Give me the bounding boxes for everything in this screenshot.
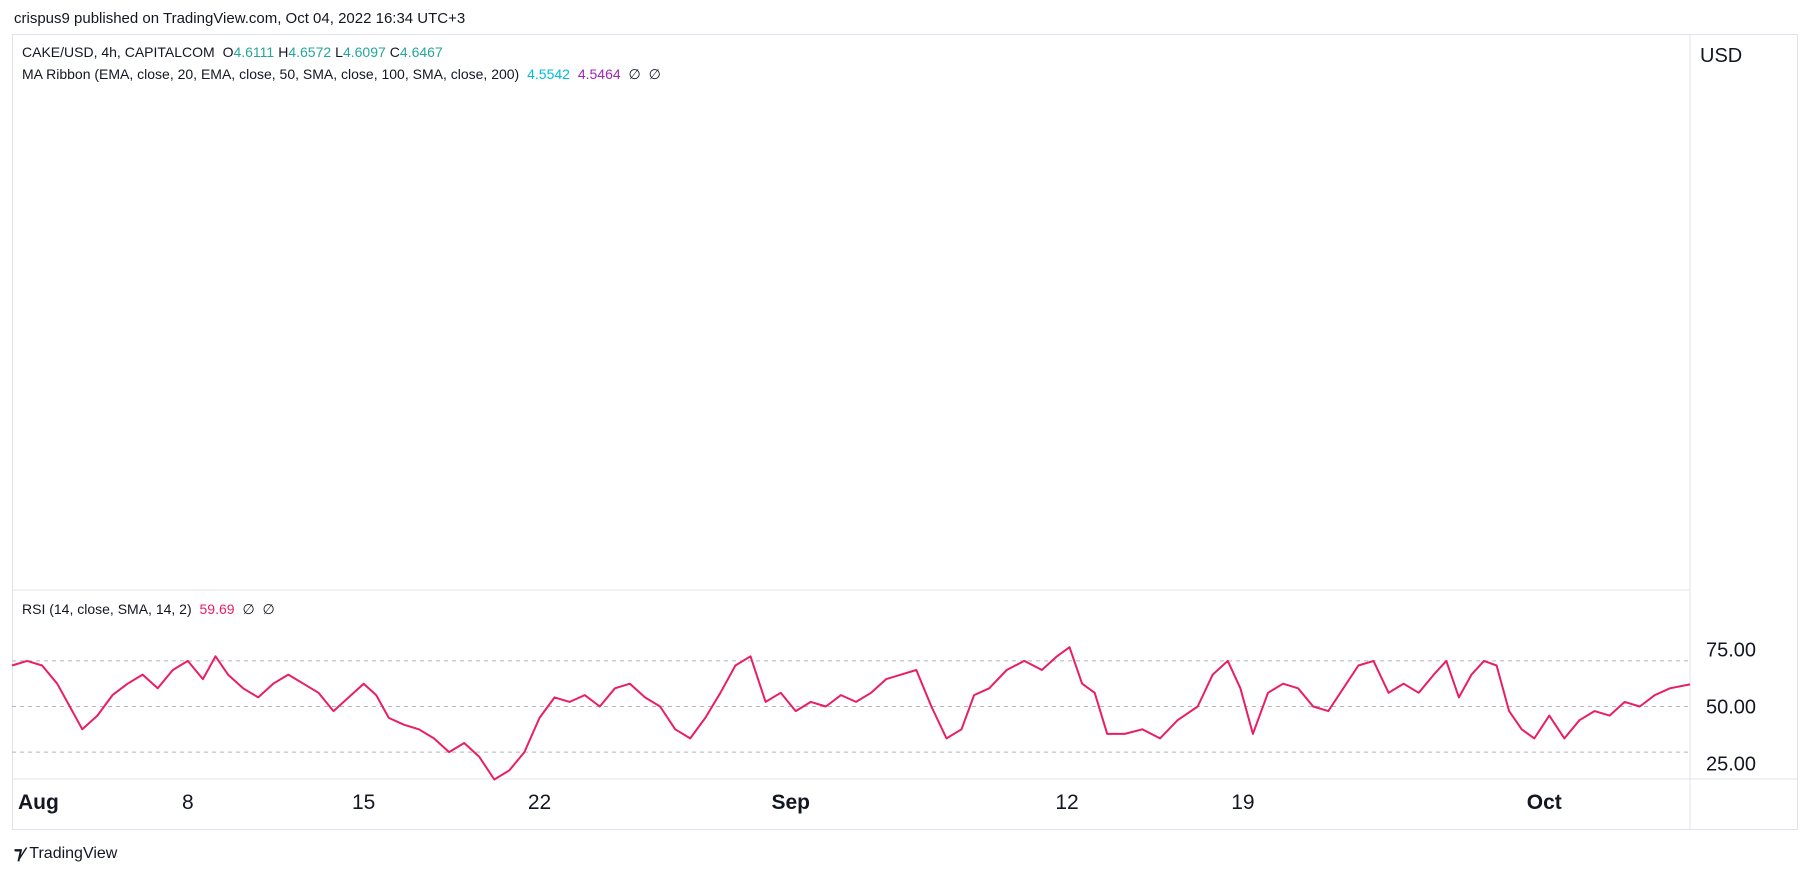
time-tick-label: 12 — [1055, 791, 1078, 814]
time-tick-label: Sep — [771, 791, 810, 814]
symbol-title: CAKE/USD, 4h, CAPITALCOM — [22, 44, 215, 60]
rsi-tick-label: 75.00 — [1706, 640, 1756, 662]
tradingview-logo-icon: ⁊⁄ — [14, 844, 24, 863]
ohlc-key-c: C — [389, 44, 400, 60]
rsi-value: 59.69 — [199, 601, 235, 617]
time-tick-label: 15 — [352, 791, 375, 814]
ohlc-key-o: O — [222, 44, 234, 60]
axis-layer: 3.60003.80004.00004.20004.6000USD4.90717… — [18, 45, 1756, 814]
rsi-na-2: ∅ — [262, 601, 275, 617]
time-tick-label: 19 — [1231, 791, 1254, 814]
ohlc-key-h: H — [278, 44, 289, 60]
ohlc-value-c: 4.6467 — [399, 44, 443, 60]
ma-na-2: ∅ — [648, 66, 661, 82]
time-tick-label: Aug — [18, 791, 59, 814]
ohlc-values: O4.6111 H4.6572 L4.6097 C4.6467 — [223, 44, 447, 60]
rsi-na-1: ∅ — [242, 601, 255, 617]
price-axis-currency: USD — [1700, 45, 1742, 67]
ma-legend: MA Ribbon (EMA, close, 20, EMA, close, 5… — [22, 66, 665, 83]
ohlc-key-l: L — [335, 44, 343, 60]
symbol-legend: CAKE/USD, 4h, CAPITALCOM O4.6111 H4.6572 L… — [22, 44, 451, 60]
time-tick-label: 8 — [182, 791, 194, 814]
ema50-value: 4.5464 — [577, 66, 621, 82]
rsi-layer — [11, 646, 1691, 781]
time-tick-label: Oct — [1527, 791, 1562, 814]
ohlc-value-o: 4.6111 — [233, 44, 275, 60]
ohlc-value-h: 4.6572 — [288, 44, 332, 60]
rsi-tick-label: 25.00 — [1706, 754, 1756, 776]
rsi-tick-label: 50.00 — [1706, 697, 1756, 719]
footer-brand[interactable]: ⁊⁄ TradingView — [14, 844, 117, 864]
footer-brand-label: TradingView — [29, 845, 118, 862]
ma-na-1: ∅ — [628, 66, 641, 82]
rsi-line — [11, 646, 1691, 781]
chart-frame — [12, 34, 1798, 830]
ema20-value: 4.5542 — [527, 66, 570, 82]
ma-title: MA Ribbon (EMA, close, 20, EMA, close, 5… — [22, 66, 520, 82]
rsi-legend: RSI (14, close, SMA, 14, 2) 59.69 ∅ ∅ — [22, 601, 279, 618]
rsi-title: RSI (14, close, SMA, 14, 2) — [22, 601, 192, 617]
ohlc-value-l: 4.6097 — [342, 44, 386, 60]
time-tick-label: 22 — [528, 791, 551, 814]
publisher-line: crispus9 published on TradingView.com, O… — [14, 10, 466, 27]
grid-layer — [12, 34, 1798, 830]
